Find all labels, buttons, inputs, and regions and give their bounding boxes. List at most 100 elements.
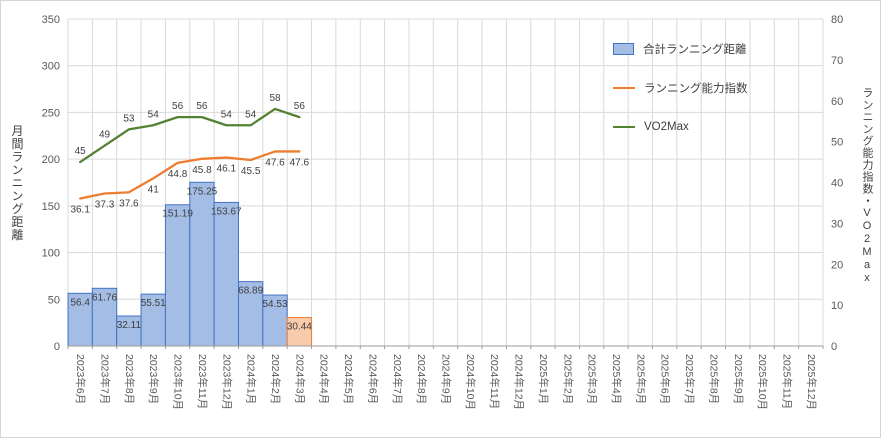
x-axis-label: 2024年5月 (342, 354, 355, 404)
left-axis-tick-label: 50 (48, 294, 60, 306)
x-axis-label: 2024年12月 (513, 354, 526, 410)
data-label: 58 (269, 93, 281, 104)
bar-2023年10月 (164, 204, 191, 347)
right-axis-tick-label: 70 (831, 55, 843, 67)
bar-2023年6月 (67, 292, 93, 347)
data-label: 37.3 (95, 200, 115, 211)
data-label: 32.11 (117, 320, 142, 331)
data-label: 36.1 (70, 204, 90, 215)
data-label: 45.8 (192, 165, 212, 176)
data-label: 41 (148, 184, 160, 195)
data-label: 55.51 (141, 298, 166, 309)
right-axis-tick-label: 50 (831, 137, 843, 149)
x-axis-label: 2025年4月 (610, 354, 623, 404)
x-axis-label: 2024年8月 (415, 354, 428, 404)
data-label: 47.6 (265, 157, 285, 168)
left-axis-tick-label: 100 (42, 248, 60, 260)
data-label: 56 (294, 101, 306, 112)
x-axis-label: 2023年7月 (99, 354, 112, 404)
data-label: 53 (123, 113, 135, 124)
right-axis-tick-label: 30 (831, 218, 843, 230)
x-axis-label: 2025年10月 (756, 354, 769, 410)
bar-2024年1月 (237, 281, 264, 347)
legend-item-total-distance: 合計ランニング距離 (613, 29, 748, 68)
legend-label-ability-index: ランニング能力指数 (644, 82, 748, 95)
left-axis-tick-label: 150 (42, 201, 60, 213)
right-axis-tick-label: 0 (831, 341, 837, 353)
x-axis-label: 2025年3月 (586, 354, 599, 404)
data-label: 54 (221, 109, 233, 120)
data-label: 56.4 (70, 297, 90, 308)
x-axis-label: 2024年3月 (293, 354, 306, 404)
line-series (79, 107, 301, 164)
x-axis-label: 2025年6月 (659, 354, 672, 404)
left-axis-tick-label: 250 (42, 107, 60, 119)
bar-2023年12月 (213, 201, 239, 347)
x-axis-label: 2024年9月 (440, 354, 453, 404)
data-label: 151.19 (162, 209, 193, 220)
bar-2023年11月 (189, 181, 215, 347)
x-axis-label: 2023年8月 (123, 354, 136, 404)
x-axis-label: 2024年10月 (464, 354, 477, 410)
right-axis-title: ランニング能力指数・VO2Max (861, 87, 873, 285)
x-axis-label: 2024年1月 (245, 354, 258, 404)
right-axis-tick-label: 10 (831, 300, 843, 312)
x-axis-label: 2023年6月 (74, 354, 87, 404)
right-axis-tick-label: 40 (831, 178, 843, 190)
legend-label-vo2max: VO2Max (644, 120, 689, 133)
left-axis-tick-label: 300 (42, 61, 60, 73)
x-axis-label: 2025年2月 (561, 354, 574, 404)
x-axis-label: 2025年12月 (805, 354, 818, 410)
right-axis-tick-label: 80 (831, 14, 843, 26)
x-axis-label: 2023年10月 (172, 354, 185, 410)
data-label: 61.76 (92, 292, 117, 303)
data-label: 44.8 (168, 169, 188, 180)
bar-2023年9月 (140, 293, 166, 347)
x-axis-label: 2023年12月 (220, 354, 233, 410)
data-label: 68.89 (238, 286, 263, 297)
x-axis-label: 2025年9月 (732, 354, 745, 404)
data-label: 45.5 (241, 166, 261, 177)
legend-swatch-vo2max (613, 125, 635, 128)
x-axis-label: 2023年9月 (147, 354, 160, 404)
legend-label-total-distance: 合計ランニング距離 (643, 43, 747, 56)
left-axis-tick-label: 0 (54, 341, 60, 353)
data-label: 175.25 (187, 186, 218, 197)
data-label: 56 (172, 101, 184, 112)
data-label: 56 (196, 101, 208, 112)
bar-2023年7月 (91, 287, 118, 347)
line-series (79, 150, 301, 200)
data-label: 54 (148, 109, 160, 120)
data-label: 30.44 (287, 322, 312, 333)
data-label: 54.53 (263, 299, 288, 310)
data-label: 49 (99, 130, 111, 141)
legend-item-vo2max: VO2Max (613, 107, 748, 146)
legend: 合計ランニング距離 ランニング能力指数 VO2Max (613, 29, 748, 146)
x-axis-label: 2024年11月 (488, 354, 501, 409)
x-axis-label: 2023年11月 (196, 354, 209, 409)
left-axis-title: 月間ランニング距離 (10, 124, 24, 242)
x-axis-label: 2025年7月 (683, 354, 696, 404)
data-label: 37.6 (119, 198, 139, 209)
legend-swatch-bar (613, 42, 634, 55)
x-axis-label: 2024年4月 (318, 354, 331, 404)
left-axis-tick-label: 350 (42, 14, 60, 26)
data-label: 46.1 (217, 164, 237, 175)
right-axis-tick-label: 20 (831, 259, 843, 271)
x-axis-label: 2025年11月 (780, 354, 793, 409)
data-label: 153.67 (211, 206, 242, 217)
data-label: 54 (245, 109, 257, 120)
data-label: 45 (75, 146, 87, 157)
x-axis-label: 2025年1月 (537, 354, 550, 404)
x-axis-label: 2025年8月 (707, 354, 720, 404)
left-axis-tick-label: 200 (42, 154, 60, 166)
legend-swatch-index (613, 86, 635, 89)
right-axis-tick-label: 60 (831, 96, 843, 108)
data-label: 47.6 (290, 157, 310, 168)
x-axis-label: 2024年2月 (269, 354, 282, 404)
legend-item-ability-index: ランニング能力指数 (613, 68, 748, 107)
x-axis-label: 2024年7月 (391, 354, 404, 404)
x-axis-label: 2024年6月 (366, 354, 379, 404)
